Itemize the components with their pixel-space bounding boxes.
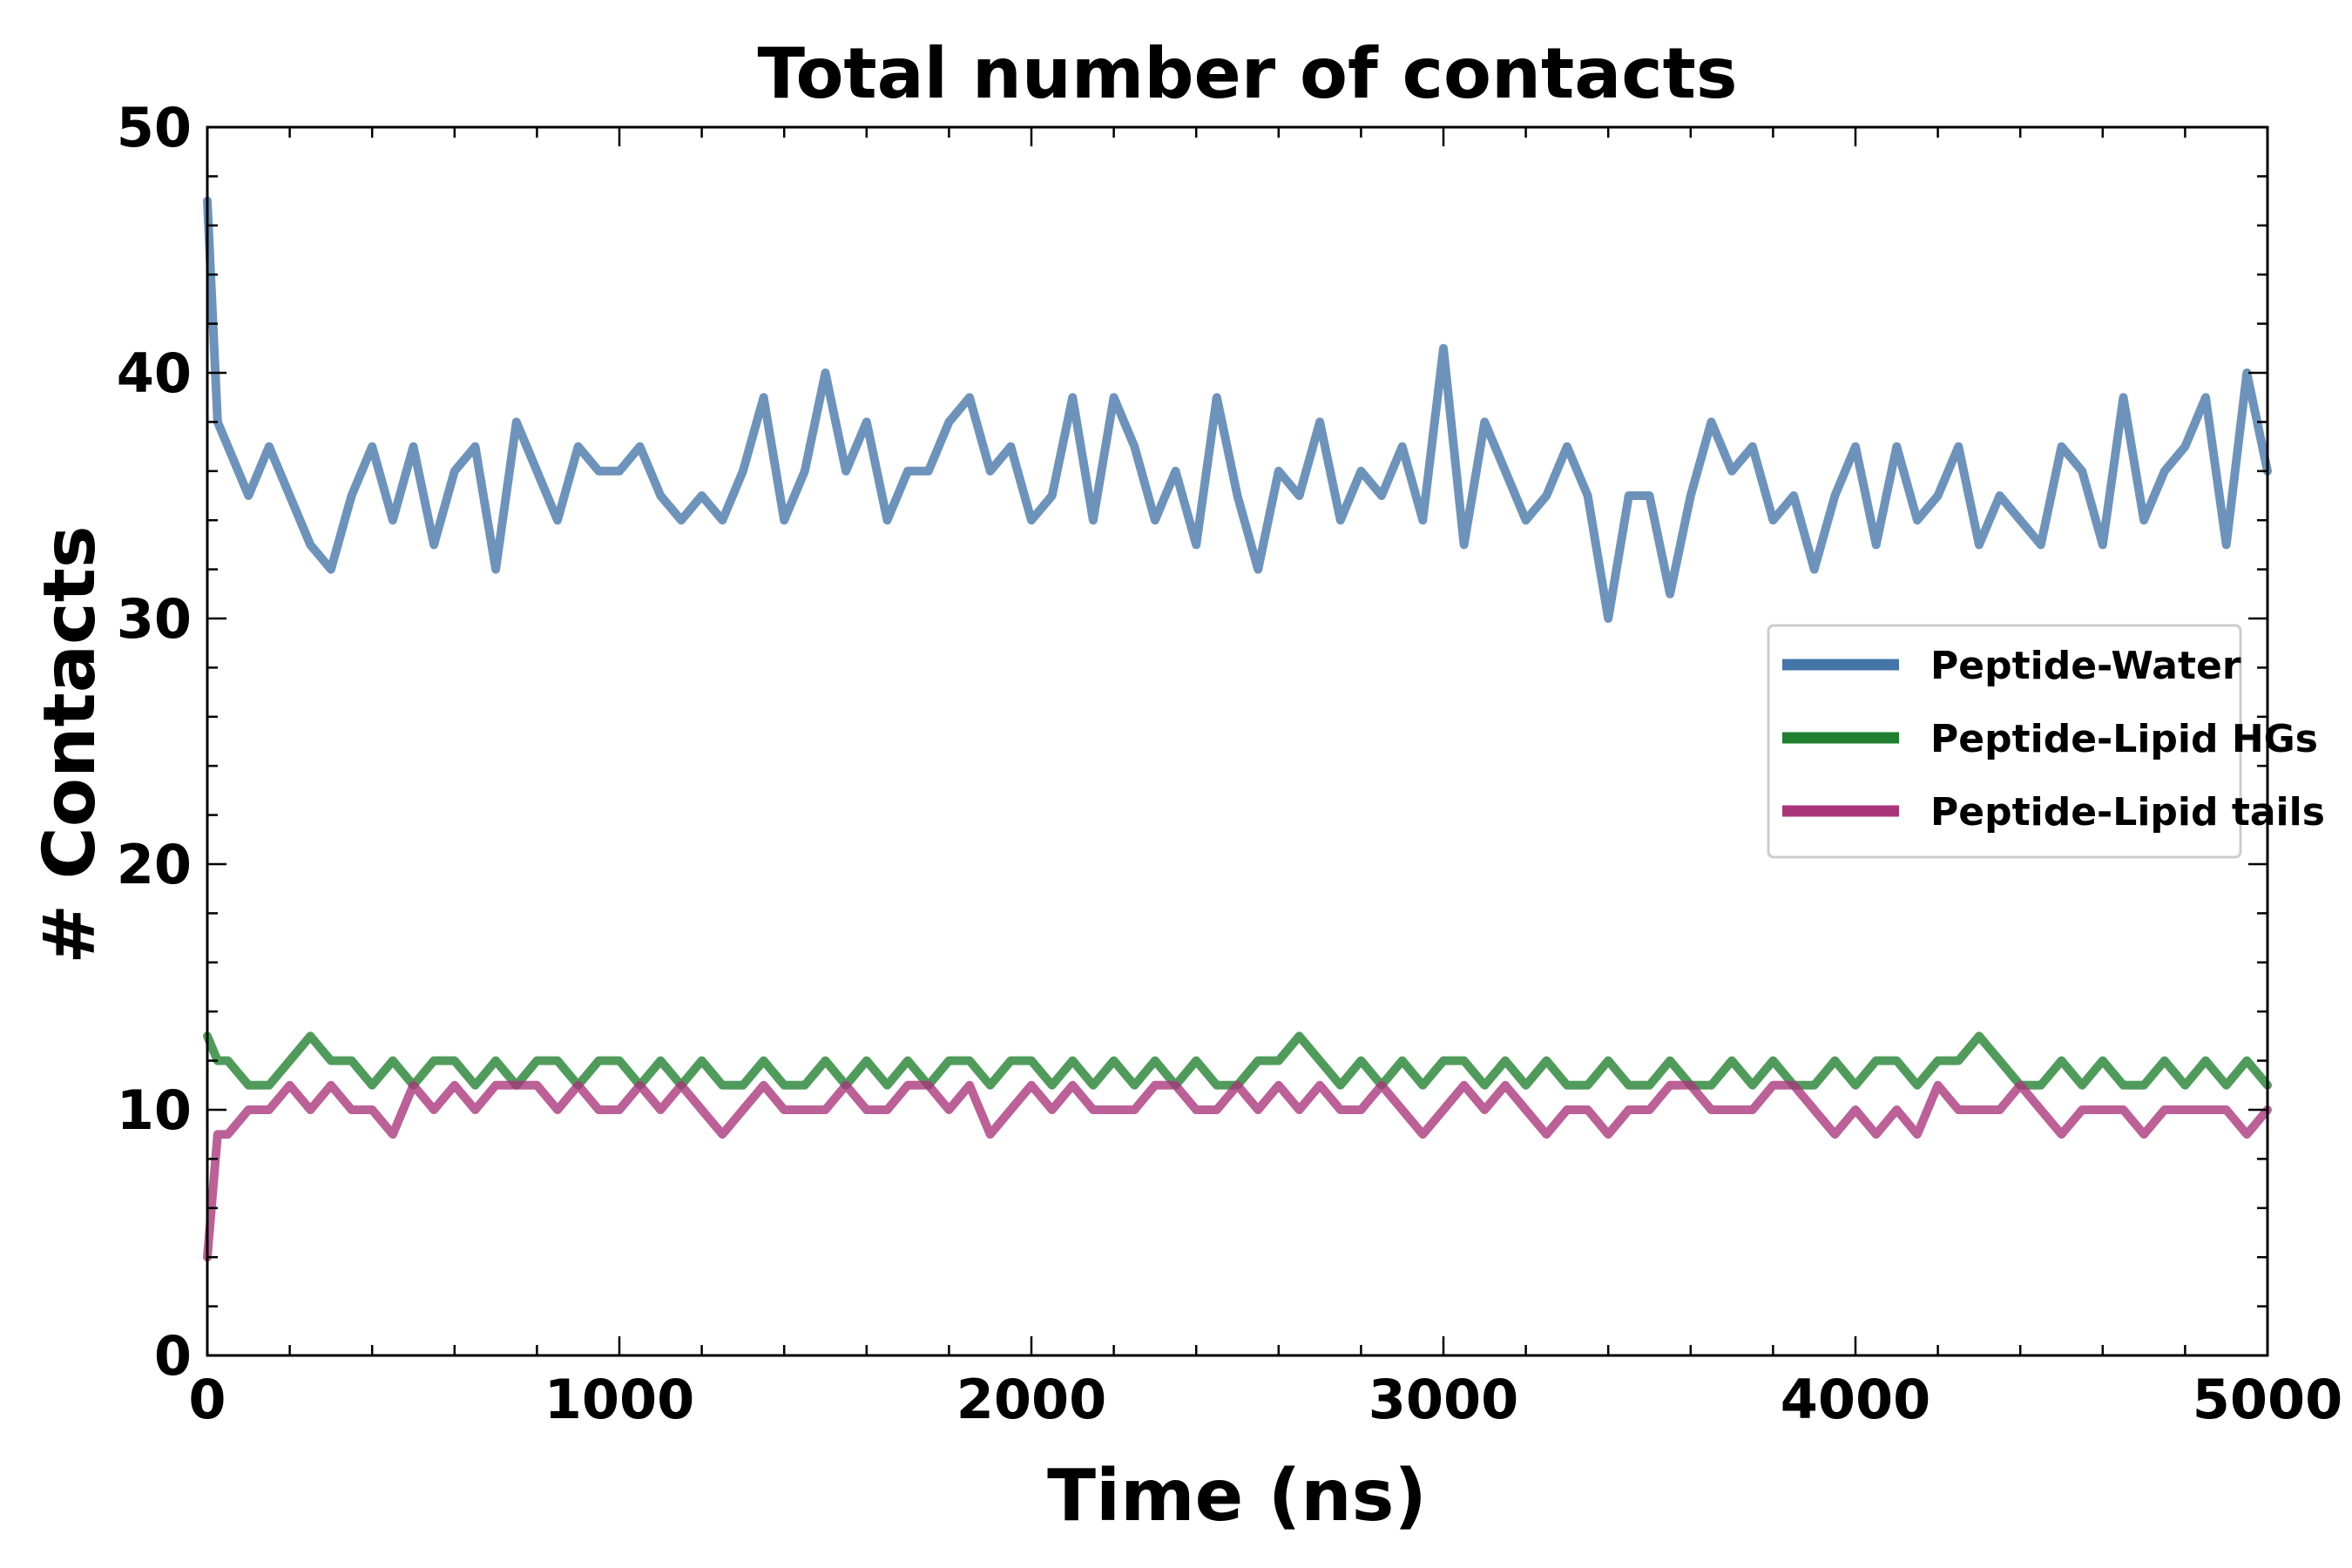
x-tick-label: 1000	[544, 1368, 695, 1431]
y-tick-label: 10	[117, 1078, 192, 1142]
y-tick-label: 0	[154, 1324, 192, 1388]
legend-label-1: Peptide-Water	[1930, 644, 2241, 688]
x-tick-label: 4000	[1781, 1368, 1931, 1431]
series-line-1	[203, 196, 2272, 623]
x-tick-label: 5000	[2193, 1368, 2343, 1431]
legend-label-3: Peptide-Lipid tails	[1930, 790, 2325, 835]
legend: Peptide-Water Peptide-Lipid HGs Peptide-Li…	[1767, 624, 2325, 859]
x-axis-label: Time (ns)	[1047, 1455, 1427, 1538]
y-tick-label: 40	[117, 341, 192, 405]
x-tick-label: 0	[188, 1368, 226, 1431]
legend-label-2: Peptide-Lipid HGs	[1930, 717, 2318, 761]
series-layer	[203, 196, 2272, 1262]
x-tick-label: 3000	[1369, 1368, 1519, 1431]
chart-title: Total number of contacts	[758, 33, 1738, 114]
ticks-layer: 0 1000 2000 3000 4000 5000 0 10 20 30 40 50	[117, 96, 2343, 1431]
plot-frame	[206, 125, 2269, 1357]
y-tick-label: 30	[117, 587, 192, 651]
series-line-3	[203, 1080, 2272, 1262]
x-tick-label: 2000	[956, 1368, 1107, 1431]
legend-box	[1767, 624, 2242, 859]
y-tick-label: 50	[117, 96, 192, 159]
y-axis-label: # Contacts	[29, 525, 112, 963]
series-line-2	[203, 1031, 2272, 1090]
y-tick-label: 20	[117, 833, 192, 896]
